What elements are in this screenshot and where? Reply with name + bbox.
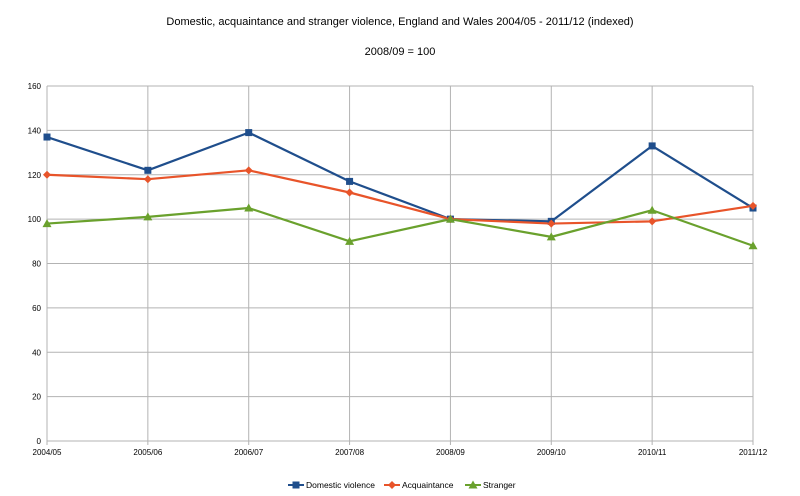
- data-point: [547, 219, 556, 228]
- legend-marker: [388, 481, 396, 489]
- x-tick-label: 2010/11: [638, 448, 667, 457]
- x-tick-label: 2007/08: [335, 448, 364, 457]
- y-tick-label: 140: [28, 126, 42, 135]
- chart-title: Domestic, acquaintance and stranger viol…: [166, 16, 633, 28]
- series-line-acquaintance: [46, 169, 754, 225]
- data-point: [245, 129, 253, 137]
- y-tick-label: 20: [32, 393, 41, 402]
- x-tick-label: 2008/09: [436, 448, 465, 457]
- data-point: [445, 214, 455, 223]
- y-tick-label: 120: [28, 171, 42, 180]
- x-tick-label: 2005/06: [133, 448, 162, 457]
- data-point: [345, 236, 355, 245]
- data-point: [143, 175, 152, 184]
- y-tick-label: 40: [32, 348, 41, 357]
- data-point: [546, 232, 556, 241]
- x-tick-label: 2004/05: [33, 448, 62, 457]
- data-point: [43, 170, 51, 179]
- data-point: [42, 219, 52, 228]
- data-point: [346, 177, 354, 185]
- gridlines: [46, 85, 754, 442]
- legend-label: Domestic violence: [306, 480, 375, 490]
- axes: 0 20 40 60 80 100 120 140 160 2004/05 2005/06 2006/…: [28, 82, 768, 457]
- data-point: [647, 205, 657, 214]
- data-point: [345, 188, 354, 197]
- x-tick-label: 2006/07: [234, 448, 263, 457]
- series-line-domestic-violence: [46, 131, 754, 223]
- data-point: [43, 133, 51, 141]
- legend-label: Acquaintance: [402, 480, 454, 490]
- y-tick-label: 160: [28, 82, 42, 91]
- data-point: [144, 166, 152, 174]
- data-point: [244, 203, 254, 212]
- data-point: [748, 241, 758, 250]
- series-markers: [42, 129, 758, 250]
- data-point: [244, 166, 253, 175]
- chart-subtitle: 2008/09 = 100: [365, 46, 436, 58]
- data-point: [648, 142, 656, 150]
- legend-marker: [292, 481, 300, 489]
- data-point: [143, 212, 153, 221]
- series-lines: [46, 131, 754, 247]
- series-line-stranger: [46, 206, 754, 247]
- y-tick-label: 100: [28, 215, 42, 224]
- y-tick-label: 60: [32, 304, 41, 313]
- x-tick-label: 2011/12: [739, 448, 768, 457]
- data-point: [749, 201, 757, 210]
- y-tick-label: 0: [37, 437, 42, 446]
- x-tick-label: 2009/10: [537, 448, 566, 457]
- legend-label: Stranger: [483, 480, 516, 490]
- data-point: [648, 217, 657, 226]
- y-tick-label: 80: [32, 260, 41, 269]
- legend-marker: [468, 480, 478, 489]
- legend: Domestic violence Acquaintance Stranger: [288, 480, 516, 490]
